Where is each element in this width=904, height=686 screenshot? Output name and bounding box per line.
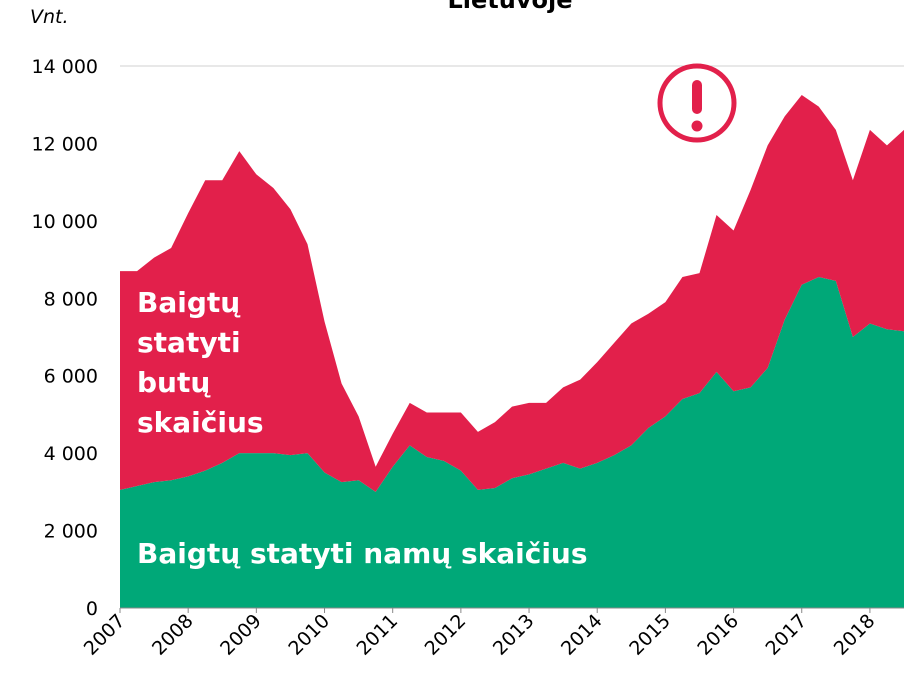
area [120,276,904,608]
icon-dot [691,120,703,132]
x-tick-label: 2018 [830,610,880,660]
icon-bar [692,80,702,114]
x-tick-label: 2012 [421,610,471,660]
y-tick-label: 2 000 [44,521,98,543]
y-tick-label: 10 000 [32,211,98,233]
x-tick-label: 2013 [489,610,539,660]
y-tick-label: 14 000 [32,56,98,78]
y-tick-label: 6 000 [44,366,98,388]
area-label: Baigtų statyti namų skaičius [137,537,588,570]
y-unit: Vnt. [30,6,69,28]
chart-title: Lietuvoje [448,0,573,14]
x-tick-label: 2016 [693,610,743,660]
plot [120,95,904,608]
x-tick-label: 2014 [557,610,607,660]
y-tick-label: 4 000 [44,443,98,465]
area [120,95,904,492]
x-tick-label: 2010 [284,610,334,660]
warning-icon [657,63,737,143]
area-label: Baigtų statyti butų skaičius [137,286,264,439]
x-tick-label: 2009 [216,610,266,660]
x-tick-label: 2017 [762,610,812,660]
y-tick-label: 12 000 [32,133,98,155]
x-tick-label: 2011 [352,610,402,660]
x-tick-label: 2008 [148,610,198,660]
y-tick-label: 8 000 [44,288,98,310]
x-tick-label: 2015 [625,610,675,660]
y-tick-label: 0 [86,598,98,620]
icon-circle [657,63,737,143]
